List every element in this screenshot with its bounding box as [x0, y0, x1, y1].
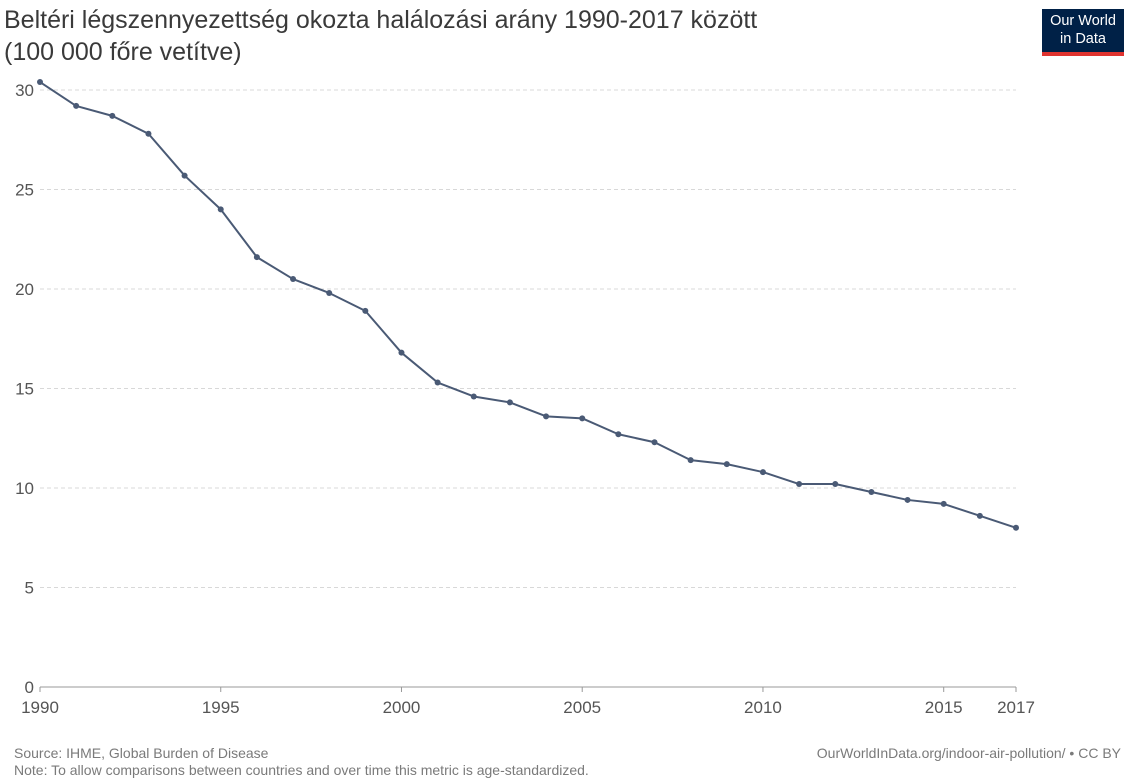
data-point[interactable]: [181, 172, 188, 179]
logo-accent-bar: [1042, 52, 1124, 56]
x-tick-label: 2000: [383, 698, 421, 717]
data-point[interactable]: [73, 102, 80, 109]
data-point[interactable]: [290, 276, 297, 283]
source-text: Source: IHME, Global Burden of Disease: [14, 745, 269, 761]
data-point[interactable]: [145, 130, 152, 137]
data-point[interactable]: [723, 461, 730, 468]
data-point[interactable]: [543, 413, 550, 420]
data-point[interactable]: [37, 79, 43, 86]
source-url-link[interactable]: OurWorldInData.org/indoor-air-pollution/…: [816, 745, 1121, 761]
data-point[interactable]: [434, 379, 441, 386]
x-tick-label: 2017: [997, 698, 1035, 717]
y-axis-ticks: 0 5 10 15 20 25 30: [15, 81, 34, 697]
data-point[interactable]: [796, 481, 803, 488]
data-point[interactable]: [470, 393, 477, 400]
y-tick-label: 20: [15, 280, 34, 299]
data-point[interactable]: [253, 254, 260, 261]
grid-lines: [40, 89, 1016, 588]
data-point[interactable]: [109, 112, 116, 119]
series-group: [37, 79, 1019, 531]
y-tick-label: 0: [25, 678, 34, 697]
data-point[interactable]: [579, 415, 586, 422]
x-tick-label: 2010: [744, 698, 782, 717]
title-line-2: (100 000 főre vetítve): [4, 38, 242, 66]
y-tick-label: 15: [15, 380, 34, 399]
data-point[interactable]: [759, 469, 766, 476]
footer-left: Source: IHME, Global Burden of Disease N…: [14, 745, 589, 779]
x-tick-label: 2015: [925, 698, 963, 717]
data-point[interactable]: [832, 481, 839, 488]
data-point[interactable]: [615, 431, 622, 438]
data-point[interactable]: [868, 488, 875, 495]
y-tick-label: 30: [15, 81, 34, 100]
y-tick-label: 10: [15, 479, 34, 498]
x-tick-label: 2005: [563, 698, 601, 717]
note-text: Note: To allow comparisons between count…: [14, 762, 589, 778]
chart-title: Beltéri légszennyezettség okozta haláloz…: [4, 4, 904, 68]
owid-logo[interactable]: Our World in Data: [1042, 9, 1124, 56]
data-point[interactable]: [326, 289, 333, 296]
data-point[interactable]: [904, 496, 911, 503]
logo-line-2: in Data: [1060, 31, 1106, 47]
logo-line-1: Our World: [1050, 13, 1116, 29]
data-point[interactable]: [506, 399, 513, 406]
y-tick-label: 5: [25, 579, 34, 598]
data-point[interactable]: [976, 512, 983, 519]
data-point[interactable]: [940, 500, 947, 507]
x-axis-ticks: 1990 1995 2000 2005 2010 2015 2017: [21, 687, 1035, 717]
data-point[interactable]: [687, 457, 694, 464]
x-tick-label: 1990: [21, 698, 59, 717]
y-tick-label: 25: [15, 181, 34, 200]
title-line-1: Beltéri légszennyezettség okozta haláloz…: [4, 6, 758, 34]
data-point[interactable]: [1013, 524, 1019, 531]
series-line: [39, 81, 1017, 529]
data-point[interactable]: [362, 307, 369, 314]
data-point[interactable]: [217, 206, 224, 213]
data-point[interactable]: [651, 439, 658, 446]
x-tick-label: 1995: [202, 698, 240, 717]
data-point[interactable]: [398, 349, 405, 356]
